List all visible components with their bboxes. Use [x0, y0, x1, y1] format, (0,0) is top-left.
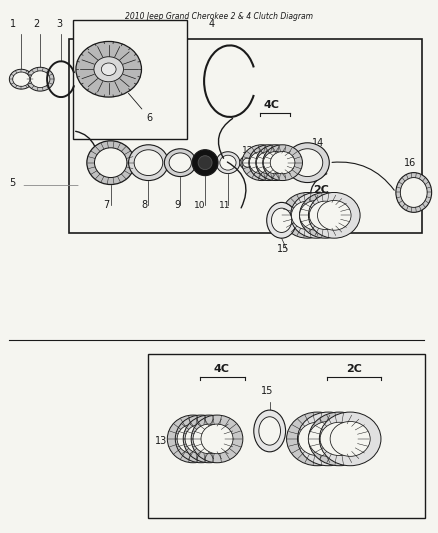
Ellipse shape	[259, 417, 280, 445]
Ellipse shape	[240, 156, 256, 169]
Ellipse shape	[318, 200, 351, 230]
Ellipse shape	[198, 156, 212, 169]
Ellipse shape	[300, 200, 333, 230]
Ellipse shape	[167, 415, 219, 463]
Ellipse shape	[134, 150, 163, 175]
Text: 10: 10	[194, 201, 206, 211]
Text: 11: 11	[219, 201, 231, 211]
Ellipse shape	[290, 192, 342, 238]
Ellipse shape	[270, 151, 295, 174]
Ellipse shape	[319, 412, 381, 466]
Text: 12: 12	[242, 146, 254, 155]
Bar	[69, 39, 422, 233]
Ellipse shape	[297, 412, 359, 466]
Text: 15: 15	[277, 244, 290, 254]
FancyArrowPatch shape	[313, 208, 315, 211]
Ellipse shape	[243, 158, 253, 167]
Text: 14: 14	[312, 138, 325, 148]
Ellipse shape	[286, 143, 329, 182]
Text: 13: 13	[155, 436, 168, 446]
Ellipse shape	[164, 149, 196, 176]
Text: 4: 4	[208, 19, 214, 29]
Ellipse shape	[87, 141, 134, 184]
Text: 2010 Jeep Grand Cherokee 2 & 4 Clutch Diagram: 2010 Jeep Grand Cherokee 2 & 4 Clutch Di…	[125, 12, 313, 21]
Ellipse shape	[220, 155, 236, 170]
FancyArrowPatch shape	[332, 162, 394, 190]
Ellipse shape	[308, 412, 370, 466]
Ellipse shape	[95, 148, 127, 177]
Ellipse shape	[400, 177, 427, 207]
Ellipse shape	[309, 201, 341, 230]
Ellipse shape	[286, 412, 348, 466]
Ellipse shape	[256, 145, 296, 181]
Ellipse shape	[216, 152, 240, 174]
Text: 5: 5	[9, 177, 16, 188]
Ellipse shape	[320, 422, 358, 456]
Ellipse shape	[192, 150, 218, 175]
Ellipse shape	[256, 151, 281, 174]
Ellipse shape	[254, 410, 286, 452]
Text: 9: 9	[174, 200, 180, 211]
Text: 2C: 2C	[346, 365, 362, 374]
Ellipse shape	[263, 145, 303, 181]
Ellipse shape	[282, 192, 333, 238]
Text: 8: 8	[141, 200, 148, 211]
Ellipse shape	[9, 69, 33, 89]
FancyArrowPatch shape	[219, 118, 233, 158]
Ellipse shape	[175, 415, 227, 463]
FancyArrowPatch shape	[311, 174, 327, 210]
Ellipse shape	[30, 71, 50, 87]
Ellipse shape	[396, 173, 431, 212]
Ellipse shape	[263, 151, 288, 174]
Ellipse shape	[242, 145, 282, 181]
Ellipse shape	[177, 424, 209, 454]
Ellipse shape	[129, 145, 168, 181]
Text: 16: 16	[404, 158, 416, 168]
Ellipse shape	[185, 424, 217, 454]
Ellipse shape	[76, 42, 141, 97]
Ellipse shape	[272, 208, 292, 232]
Ellipse shape	[330, 422, 370, 456]
Text: 2: 2	[33, 19, 39, 29]
FancyArrowPatch shape	[227, 162, 246, 208]
Ellipse shape	[308, 192, 360, 238]
Ellipse shape	[308, 422, 348, 456]
Bar	[148, 354, 425, 519]
Ellipse shape	[169, 153, 191, 172]
Ellipse shape	[183, 415, 235, 463]
Ellipse shape	[101, 63, 116, 76]
Ellipse shape	[13, 72, 30, 86]
Bar	[73, 20, 187, 139]
Ellipse shape	[249, 145, 289, 181]
Ellipse shape	[26, 67, 54, 91]
Ellipse shape	[94, 56, 124, 82]
Text: 6: 6	[128, 93, 152, 123]
Ellipse shape	[298, 422, 336, 456]
Text: 7: 7	[104, 200, 110, 211]
Ellipse shape	[201, 424, 233, 454]
Ellipse shape	[291, 201, 323, 230]
Ellipse shape	[191, 415, 243, 463]
Ellipse shape	[193, 424, 225, 454]
Text: 2C: 2C	[314, 185, 329, 196]
Ellipse shape	[249, 151, 274, 174]
Text: 3: 3	[56, 19, 62, 29]
Ellipse shape	[292, 149, 323, 176]
Text: 15: 15	[261, 386, 273, 396]
Text: 4C: 4C	[264, 100, 280, 110]
Text: 4C: 4C	[214, 365, 230, 374]
Text: 1: 1	[10, 19, 16, 29]
Ellipse shape	[267, 203, 297, 238]
Ellipse shape	[300, 192, 351, 238]
